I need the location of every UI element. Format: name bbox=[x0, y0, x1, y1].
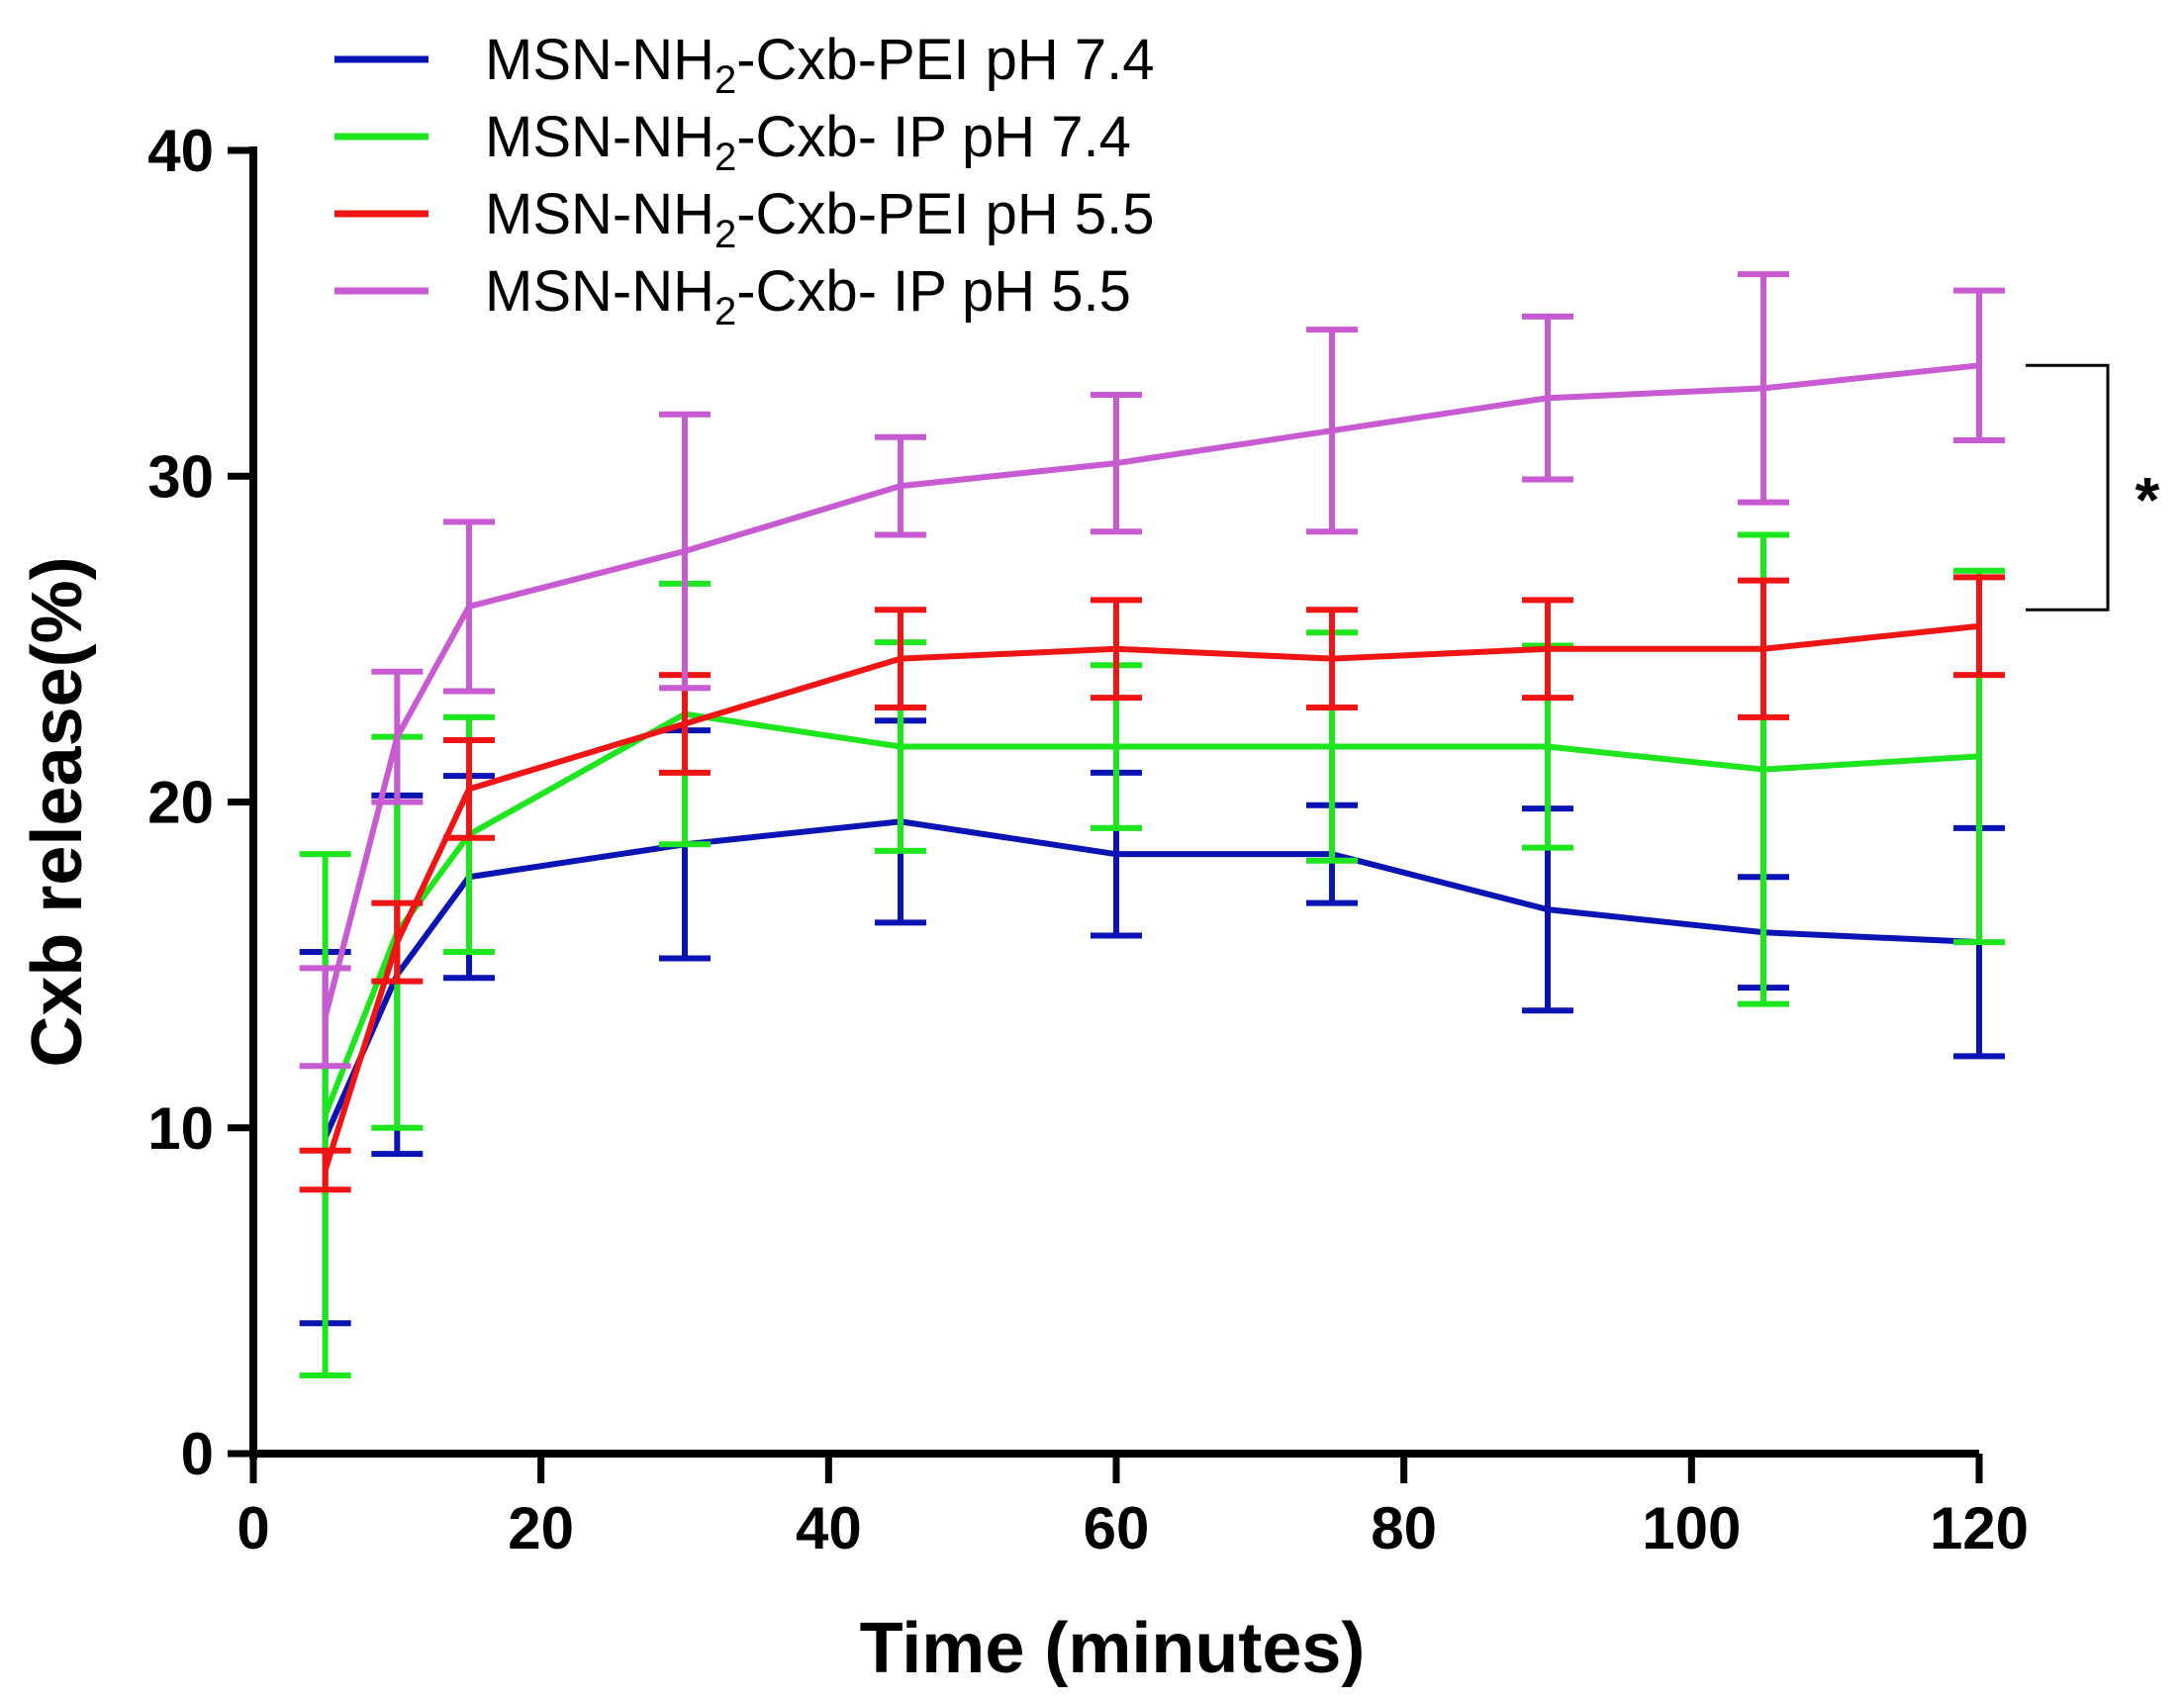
x-tick-label: 100 bbox=[1642, 1495, 1741, 1561]
legend-item-2: MSN-NH2-Cxb- IP pH 7.4 bbox=[334, 105, 1131, 179]
series-4 bbox=[299, 271, 2005, 1070]
series-line bbox=[322, 818, 1980, 1139]
series-2 bbox=[299, 531, 2005, 1378]
legend-item-3: MSN-NH2-Cxb-PEI pH 5.5 bbox=[334, 182, 1155, 256]
y-tick-label: 40 bbox=[147, 118, 214, 184]
y-axis-title: Cxb release(%) bbox=[18, 556, 97, 1067]
y-tick-label: 30 bbox=[147, 443, 214, 510]
legend-label-subscript: 2 bbox=[714, 213, 736, 256]
legend-item-4: MSN-NH2-Cxb- IP pH 5.5 bbox=[334, 259, 1131, 333]
legend-label: MSN-NH2-Cxb-PEI pH 5.5 bbox=[485, 182, 1155, 256]
legend-label: MSN-NH2-Cxb-PEI pH 7.4 bbox=[485, 28, 1155, 102]
series-group bbox=[299, 271, 2005, 1378]
significance-bracket bbox=[2026, 363, 2110, 612]
y-tick-label: 20 bbox=[147, 770, 214, 836]
y-tick-label: 10 bbox=[147, 1095, 214, 1162]
series-3 bbox=[299, 574, 2005, 1193]
legend-label-suffix: -Cxb- IP pH 7.4 bbox=[736, 105, 1131, 169]
x-axis-title: Time (minutes) bbox=[860, 1609, 1366, 1688]
x-tick-label: 120 bbox=[1930, 1495, 2029, 1561]
legend-label-prefix: MSN-NH bbox=[485, 182, 714, 246]
legend-item-1: MSN-NH2-Cxb-PEI pH 7.4 bbox=[334, 28, 1155, 102]
legend-label-suffix: -Cxb- IP pH 5.5 bbox=[736, 259, 1131, 324]
legend-label-suffix: -Cxb-PEI pH 7.4 bbox=[736, 28, 1154, 92]
legend-label-subscript: 2 bbox=[714, 58, 736, 102]
legend-label-subscript: 2 bbox=[714, 290, 736, 333]
legend-label-prefix: MSN-NH bbox=[485, 105, 714, 169]
series-line bbox=[322, 362, 1980, 1018]
x-tick-label: 80 bbox=[1371, 1495, 1437, 1561]
axes: 0 10 20 30 40 0 20 40 60 80 100 120 Time (minutes) Cx… bbox=[18, 118, 2029, 1688]
y-tick-label: 0 bbox=[181, 1421, 214, 1487]
x-tick-label: 40 bbox=[796, 1495, 862, 1561]
legend-label: MSN-NH2-Cxb- IP pH 5.5 bbox=[485, 259, 1131, 333]
legend-label-suffix: -Cxb-PEI pH 5.5 bbox=[736, 182, 1154, 246]
legend-label-prefix: MSN-NH bbox=[485, 259, 714, 324]
significance-label: * bbox=[2136, 464, 2160, 535]
legend-label: MSN-NH2-Cxb- IP pH 7.4 bbox=[485, 105, 1131, 179]
legend-label-prefix: MSN-NH bbox=[485, 28, 714, 92]
x-tick-label: 60 bbox=[1084, 1495, 1150, 1561]
series-line bbox=[322, 710, 1980, 1116]
annotations: * bbox=[2026, 363, 2160, 612]
legend-label-subscript: 2 bbox=[714, 136, 736, 179]
series-line bbox=[322, 622, 1980, 1172]
x-tick-label: 20 bbox=[508, 1495, 574, 1561]
series-1 bbox=[299, 717, 2005, 1327]
x-tick-label: 0 bbox=[237, 1495, 269, 1561]
